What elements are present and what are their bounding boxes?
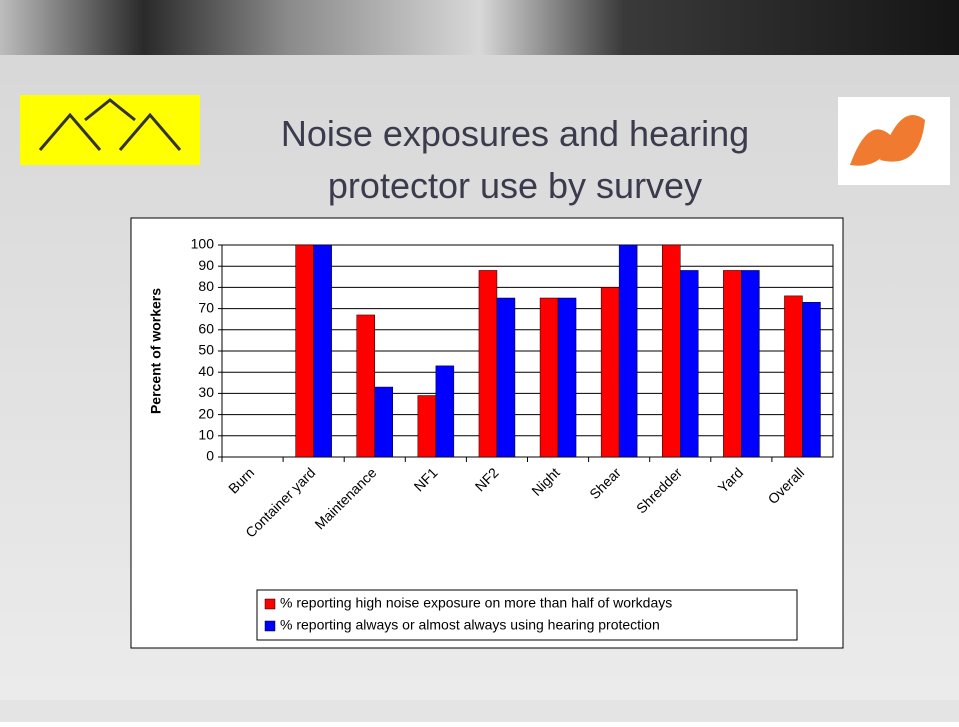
slide: Noise exposures and hearing protector us…: [0, 0, 959, 722]
y-tick-label: 40: [198, 363, 214, 379]
legend-label: % reporting high noise exposure on more …: [280, 595, 672, 611]
bar: [436, 366, 454, 457]
bar: [479, 270, 497, 457]
bar: [601, 287, 619, 457]
y-tick-label: 50: [198, 342, 214, 358]
legend-swatch: [265, 599, 275, 609]
bar: [375, 387, 393, 457]
y-tick-label: 60: [198, 321, 214, 337]
y-axis-title: Percent of workers: [148, 288, 164, 414]
bar: [558, 298, 576, 457]
bar: [784, 296, 802, 457]
bar: [497, 298, 515, 457]
bar: [619, 245, 637, 457]
y-tick-label: 100: [191, 236, 215, 252]
bar: [314, 245, 332, 457]
bar: [723, 270, 741, 457]
legend-swatch: [265, 621, 275, 631]
y-tick-label: 10: [198, 427, 214, 443]
bar: [357, 315, 375, 457]
bar: [540, 298, 558, 457]
legend-label: % reporting always or almost always usin…: [280, 617, 660, 633]
bar: [418, 396, 436, 457]
logo: [20, 95, 200, 165]
footer-bar: [0, 700, 959, 722]
y-tick-label: 80: [198, 278, 214, 294]
y-tick-label: 90: [198, 257, 214, 273]
chart-title: Noise exposures and hearing protector us…: [215, 108, 815, 212]
bar: [680, 270, 698, 457]
bar: [802, 302, 820, 457]
bar: [296, 245, 314, 457]
title-box: Noise exposures and hearing protector us…: [215, 108, 815, 218]
banner: [0, 0, 959, 55]
y-tick-label: 20: [198, 405, 214, 421]
bar: [741, 270, 759, 457]
bar: [662, 245, 680, 457]
y-tick-label: 0: [206, 448, 214, 464]
y-tick-label: 30: [198, 384, 214, 400]
y-tick-label: 70: [198, 299, 214, 315]
